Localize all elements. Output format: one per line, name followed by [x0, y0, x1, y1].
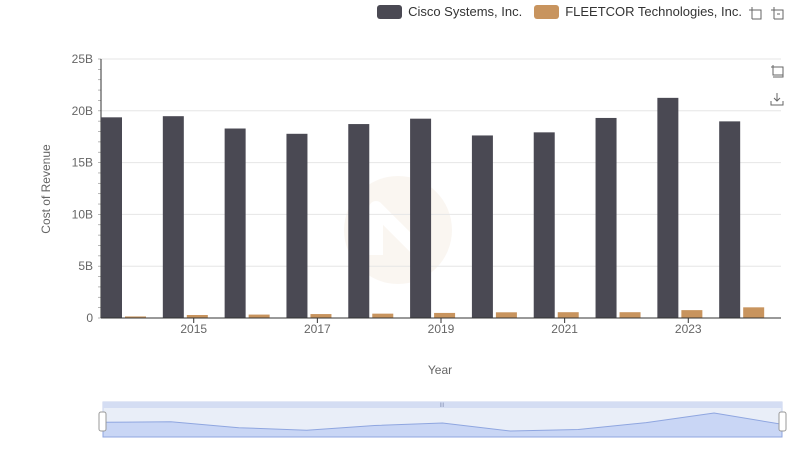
bar-fleetcor-2018 [372, 313, 394, 318]
y-tick-label: 20B [72, 104, 93, 118]
bar-fleetcor-2017 [310, 314, 332, 318]
bar-cisco-2014 [101, 117, 122, 318]
bar-fleetcor-2016 [248, 314, 270, 318]
bar-cisco-2023 [657, 97, 679, 318]
x-tick-label: 2021 [551, 322, 578, 336]
y-tick-label: 25B [72, 52, 93, 66]
bar-fleetcor-2024 [743, 307, 765, 318]
x-tick-label: 2023 [675, 322, 702, 336]
save-image-icon[interactable] [770, 92, 784, 106]
y-tick-label: 15B [72, 156, 93, 170]
bar-fleetcor-2020 [495, 312, 517, 318]
zoom-icon[interactable] [748, 6, 762, 20]
chart-legend: Cisco Systems, Inc. FLEETCOR Technologie… [377, 4, 742, 19]
bar-cisco-2016 [224, 128, 246, 318]
y-tick-label: 5B [78, 259, 93, 273]
y-axis-label: Cost of Revenue [39, 144, 53, 234]
y-tick-label: 10B [72, 207, 93, 221]
zoom-handle-left[interactable] [98, 411, 107, 432]
chart-toolbox [748, 6, 784, 20]
zoom-reset-icon[interactable] [770, 6, 784, 20]
restore-icon[interactable] [770, 64, 784, 78]
bar-fleetcor-2015 [186, 314, 208, 318]
x-axis: 2015 2017 2019 2021 2023 [101, 317, 781, 336]
bar-fleetcor-2022 [619, 312, 641, 318]
bar-cisco-2024 [719, 121, 741, 318]
data-zoom-preview [102, 412, 783, 438]
bar-fleetcor-2023 [681, 310, 703, 318]
legend-swatch-cisco [377, 4, 403, 19]
y-axis-ticks: 0 5B 10B 15B 20B 25B [72, 52, 102, 325]
legend-label-fleetcor: FLEETCOR Technologies, Inc. [565, 4, 742, 19]
legend-item-cisco[interactable]: Cisco Systems, Inc. [377, 4, 522, 19]
bar-series [101, 97, 765, 319]
bar-cisco-2020 [471, 135, 493, 318]
x-tick-label: 2019 [428, 322, 455, 336]
side-toolbox [770, 64, 784, 106]
legend-swatch-fleetcor [534, 4, 560, 19]
bar-cisco-2017 [286, 133, 308, 318]
bar-cisco-2021 [533, 132, 555, 318]
x-axis-label: Year [428, 363, 452, 377]
bar-cisco-2018 [348, 124, 370, 319]
zoom-handle-right[interactable] [778, 411, 787, 432]
bar-cisco-2022 [595, 117, 617, 319]
svg-text:III: III [439, 403, 444, 409]
legend-item-fleetcor[interactable]: FLEETCOR Technologies, Inc. [534, 4, 742, 19]
data-zoom-slider[interactable]: III [98, 401, 787, 438]
x-tick-label: 2017 [304, 322, 331, 336]
bar-fleetcor-2021 [557, 312, 579, 318]
y-tick-label: 0 [86, 311, 93, 325]
bar-fleetcor-2019 [434, 312, 456, 318]
bar-fleetcor-2014 [125, 316, 146, 318]
legend-label-cisco: Cisco Systems, Inc. [408, 4, 523, 19]
x-tick-label: 2015 [180, 322, 207, 336]
bar-cisco-2019 [410, 118, 432, 318]
bar-cisco-2015 [162, 116, 184, 319]
